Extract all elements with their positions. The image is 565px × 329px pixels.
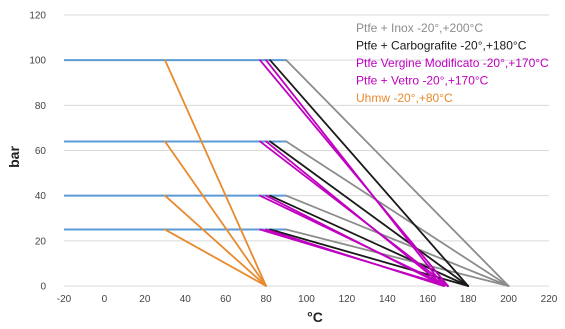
legend-entry: Ptfe + Inox -20°,+200°C (356, 21, 483, 35)
y-axis-title: bar (6, 146, 22, 168)
legend-entry: Ptfe Vergine Modificato -20°,+170°C (356, 56, 549, 70)
y-tick-label: 0 (40, 282, 46, 293)
x-tick-label: 0 (102, 294, 108, 305)
y-tick-label: 100 (29, 56, 46, 67)
x-tick-label: 100 (298, 294, 315, 305)
x-tick-label: -20 (57, 294, 72, 305)
derating-series (164, 59, 510, 287)
series-line (285, 59, 510, 287)
series-line (164, 194, 267, 287)
series-line (285, 194, 510, 287)
x-tick-label: 200 (500, 294, 517, 305)
series-line (269, 140, 470, 287)
series-line (285, 228, 510, 287)
x-axis-title: °C (307, 309, 323, 325)
x-tick-label: 180 (460, 294, 477, 305)
rated-pressure-lines (64, 59, 287, 231)
y-tick-label: 120 (29, 11, 46, 22)
x-tick-label: 60 (220, 294, 232, 305)
series-line (269, 59, 470, 287)
series-line (265, 228, 445, 287)
legend-entry: Uhmw -20°,+80°C (356, 91, 453, 105)
series-line (164, 228, 267, 287)
legend: Ptfe + Inox -20°,+200°C Ptfe + Carbografi… (356, 21, 549, 105)
x-tick-label: 160 (419, 294, 436, 305)
legend-entry: Ptfe + Vetro -20°,+170°C (356, 74, 489, 88)
series-line (164, 140, 267, 287)
x-tick-label: 120 (339, 294, 356, 305)
series-line (265, 194, 445, 287)
series-line (265, 140, 445, 287)
y-tick-label: 20 (35, 236, 47, 247)
x-tick-label: 140 (379, 294, 396, 305)
y-tick-label: 40 (35, 191, 47, 202)
series-line (285, 140, 510, 287)
y-tick-label: 60 (35, 146, 47, 157)
x-tick-label: 20 (139, 294, 151, 305)
legend-entry: Ptfe + Carbografite -20°,+180°C (356, 39, 527, 53)
x-axis-ticks: -20 0 20 40 60 80 100 120 140 160 180 200 220 (57, 294, 558, 305)
series-line (164, 59, 267, 287)
x-tick-label: 220 (541, 294, 558, 305)
series-line (265, 59, 445, 287)
y-tick-label: 80 (35, 101, 47, 112)
x-tick-label: 80 (261, 294, 273, 305)
x-tick-label: 40 (180, 294, 192, 305)
y-axis-ticks: 0 20 40 60 80 100 120 (29, 11, 46, 293)
